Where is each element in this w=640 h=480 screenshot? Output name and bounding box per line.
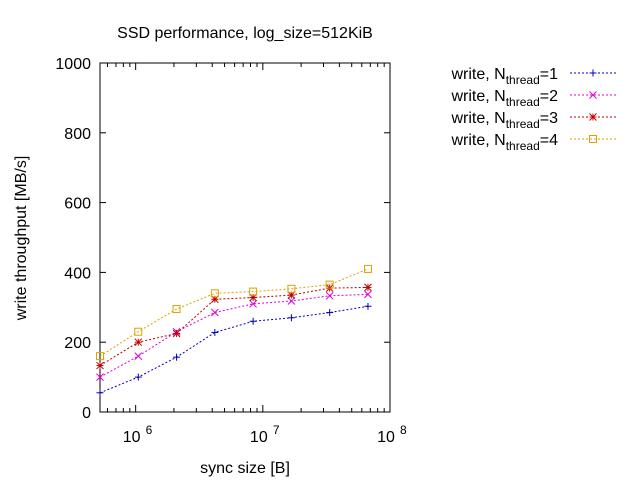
data-point-series-1 <box>326 309 334 317</box>
data-point-series-2 <box>287 297 296 305</box>
data-point-series-4 <box>210 289 219 298</box>
y-tick-label: 200 <box>64 335 91 352</box>
x-axis-label: sync size [B] <box>200 460 290 477</box>
data-point-series-1 <box>96 389 104 397</box>
data-point-series-3 <box>134 338 143 347</box>
x-tick-label: 10 <box>377 429 395 446</box>
plot-frame <box>99 62 391 413</box>
legend-marker-4 <box>589 135 597 143</box>
series-line-2 <box>99 293 368 378</box>
data-point-series-1 <box>287 314 295 322</box>
y-tick-label: 1000 <box>55 56 91 73</box>
x-tick-label-exponent: 8 <box>400 423 407 437</box>
x-tick-label-exponent: 7 <box>273 423 280 437</box>
legend-label-2: write, Nthread=2 <box>450 88 558 109</box>
legend-label-3: write, Nthread=3 <box>450 110 558 131</box>
data-point-series-3 <box>364 283 372 292</box>
data-point-series-4 <box>96 352 104 361</box>
data-point-series-2 <box>96 373 104 381</box>
legend-marker-2 <box>589 91 597 99</box>
data-point-series-3 <box>96 361 104 370</box>
data-point-series-1 <box>173 353 181 361</box>
x-tick-label: 10 <box>250 429 268 446</box>
series-line-1 <box>99 305 369 394</box>
legend-label-4: write, Nthread=4 <box>450 132 558 153</box>
y-tick-label: 0 <box>82 405 91 422</box>
x-tick-label: 10 <box>123 429 141 446</box>
series-lines <box>99 268 369 394</box>
data-point-series-1 <box>364 302 372 310</box>
data-point-series-2 <box>134 352 143 361</box>
x-tick-label-exponent: 6 <box>146 423 153 437</box>
data-point-series-1 <box>134 373 142 381</box>
data-point-series-1 <box>249 317 257 325</box>
y-tick-label: 800 <box>64 126 91 143</box>
series-line-4 <box>99 268 369 357</box>
y-axis-label: write throughput [MB/s] <box>13 156 30 322</box>
data-point-series-1 <box>211 328 219 336</box>
legend-label-1: write, Nthread=1 <box>450 66 558 87</box>
data-point-series-2 <box>325 291 334 300</box>
series-line-3 <box>99 286 368 367</box>
y-tick-label: 400 <box>64 265 91 282</box>
axes: 0 200 400 600 800 1000 10 6 10 7 10 8 <box>55 56 407 446</box>
y-tick-label: 600 <box>64 196 91 213</box>
data-point-series-3 <box>172 329 181 338</box>
data-point-series-4 <box>134 327 143 336</box>
data-point-series-4 <box>325 280 334 289</box>
data-point-series-4 <box>287 284 296 293</box>
chart-title: SSD performance, log_size=512KiB <box>117 25 373 42</box>
data-point-series-2 <box>364 290 372 299</box>
data-point-series-4 <box>172 305 181 314</box>
data-point-series-4 <box>249 287 258 296</box>
data-point-series-4 <box>363 264 372 273</box>
series-markers <box>96 264 372 397</box>
data-point-series-2 <box>210 308 219 317</box>
legend-marker-1 <box>589 69 597 77</box>
data-point-series-2 <box>249 299 257 308</box>
legend-marker-3 <box>589 113 597 121</box>
